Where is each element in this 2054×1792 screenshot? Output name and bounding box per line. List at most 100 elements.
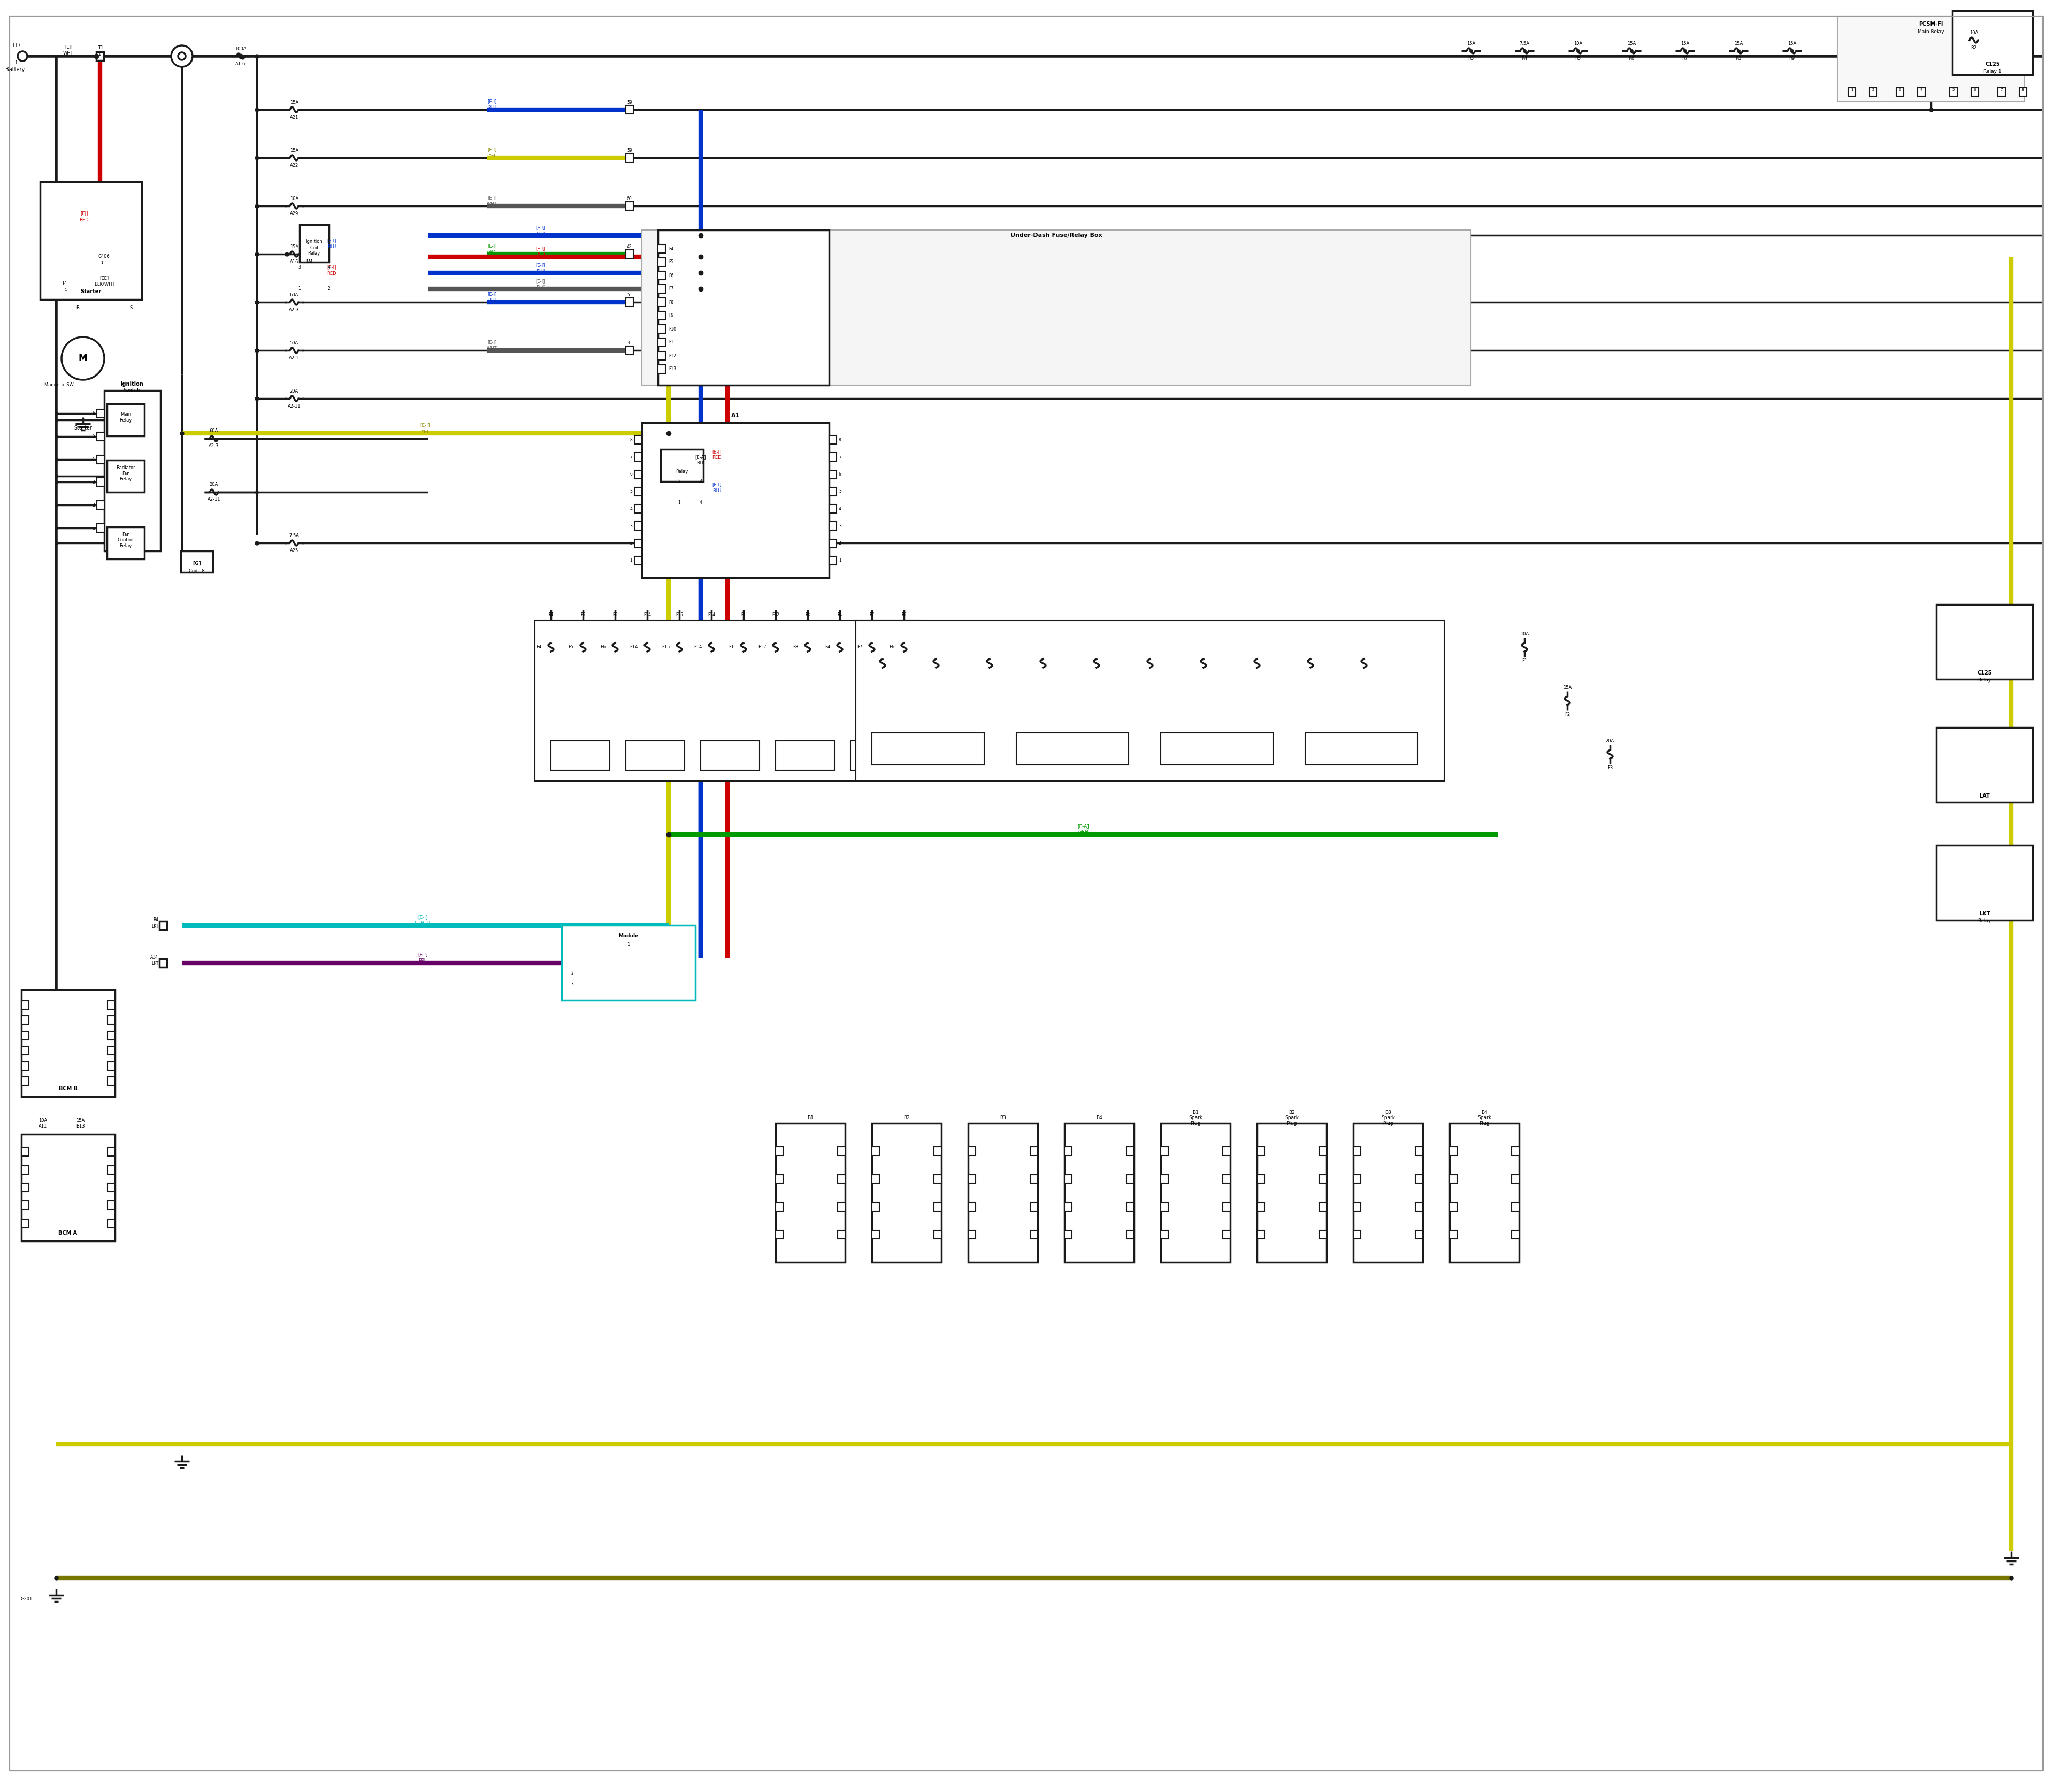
Bar: [641, 229, 1471, 385]
Text: A14: A14: [150, 955, 158, 961]
Text: Battery: Battery: [6, 66, 25, 72]
Bar: [1161, 733, 1273, 765]
Text: 59: 59: [626, 100, 633, 106]
Bar: [1415, 1202, 1423, 1211]
Bar: [107, 1165, 115, 1174]
Bar: [776, 1202, 783, 1211]
Text: 15A: 15A: [290, 149, 298, 152]
Text: WHT: WHT: [487, 346, 497, 351]
Text: F4: F4: [826, 645, 830, 650]
Text: F2: F2: [1565, 711, 1569, 717]
Bar: [1017, 733, 1128, 765]
Text: F6: F6: [612, 613, 618, 618]
Bar: [1937, 728, 2033, 803]
Bar: [871, 1202, 879, 1211]
Text: S: S: [129, 305, 131, 310]
Text: WHT: WHT: [487, 201, 497, 206]
Text: LKT: LKT: [152, 923, 158, 928]
Text: F14: F14: [629, 645, 637, 650]
Text: A2-11: A2-11: [207, 496, 220, 502]
Text: Relay: Relay: [1978, 677, 1990, 683]
Text: F4: F4: [548, 613, 553, 618]
Bar: [626, 106, 633, 115]
Text: B1: B1: [807, 1116, 813, 1120]
Text: 3: 3: [626, 340, 629, 346]
Text: 7.5A: 7.5A: [290, 532, 300, 538]
Bar: [1222, 1147, 1230, 1156]
Text: F4: F4: [670, 246, 674, 251]
Text: 60: 60: [626, 197, 633, 201]
Bar: [626, 346, 633, 355]
Bar: [1838, 16, 2025, 102]
Bar: [2019, 88, 2027, 97]
Text: 2: 2: [838, 541, 842, 545]
Text: BCM A: BCM A: [58, 1231, 78, 1236]
Text: 10A: 10A: [1520, 631, 1528, 636]
Bar: [1222, 1176, 1230, 1183]
Text: 15A: 15A: [1467, 41, 1475, 47]
Bar: [626, 740, 684, 771]
Bar: [626, 154, 633, 161]
Bar: [635, 556, 641, 564]
Bar: [1354, 1147, 1360, 1156]
Bar: [1319, 1147, 1327, 1156]
Text: [E-I]: [E-I]: [417, 916, 427, 919]
Bar: [1953, 11, 2033, 75]
Bar: [97, 52, 105, 61]
Text: F1: F1: [1522, 658, 1528, 663]
Text: 10A
A11: 10A A11: [39, 1118, 47, 1129]
Bar: [1450, 1231, 1456, 1238]
Bar: [626, 297, 633, 306]
Text: B1
Spark
Plug: B1 Spark Plug: [1189, 1109, 1202, 1125]
Text: LKT: LKT: [152, 961, 158, 966]
Bar: [935, 1231, 941, 1238]
Bar: [107, 1016, 115, 1025]
Bar: [838, 1147, 844, 1156]
Bar: [1918, 88, 1925, 97]
Bar: [1064, 1202, 1072, 1211]
Text: LAT: LAT: [1980, 794, 1990, 799]
Bar: [626, 249, 633, 258]
Bar: [107, 1201, 115, 1210]
Text: B3
Spark
Plug: B3 Spark Plug: [1380, 1109, 1395, 1125]
Text: BLU: BLU: [713, 487, 721, 493]
Bar: [1896, 88, 1904, 97]
Text: RED: RED: [536, 253, 544, 256]
Bar: [830, 539, 836, 548]
Bar: [635, 470, 641, 478]
Bar: [21, 1077, 29, 1086]
Text: F7: F7: [857, 645, 863, 650]
Bar: [1161, 1231, 1169, 1238]
Bar: [1869, 88, 1877, 97]
Text: BLU: BLU: [536, 269, 544, 274]
Bar: [1450, 1202, 1456, 1211]
Bar: [1354, 1124, 1423, 1262]
Text: 42: 42: [626, 246, 633, 249]
Bar: [534, 620, 920, 781]
Circle shape: [62, 337, 105, 380]
Bar: [1450, 1124, 1520, 1262]
Text: PPL: PPL: [419, 959, 427, 962]
Bar: [830, 435, 836, 444]
Text: 8: 8: [631, 437, 633, 443]
Text: 59: 59: [626, 149, 633, 154]
Text: 15A: 15A: [1787, 41, 1797, 47]
Bar: [657, 366, 665, 373]
Bar: [21, 1183, 29, 1192]
Text: A25: A25: [290, 548, 298, 554]
Text: 6: 6: [1974, 88, 1976, 91]
Text: 5: 5: [626, 292, 629, 297]
Bar: [97, 455, 105, 464]
Bar: [776, 1231, 783, 1238]
Text: [E-I]: [E-I]: [536, 226, 544, 231]
Text: BLU: BLU: [487, 106, 497, 109]
Bar: [1031, 1231, 1037, 1238]
Text: F10: F10: [670, 326, 676, 332]
Bar: [1257, 1176, 1265, 1183]
Text: Ignition: Ignition: [121, 382, 144, 387]
Bar: [97, 523, 105, 532]
Text: 7.5A: 7.5A: [1520, 41, 1530, 47]
Text: [E-I]: [E-I]: [713, 450, 721, 455]
Bar: [21, 1047, 29, 1055]
Bar: [776, 1124, 844, 1262]
